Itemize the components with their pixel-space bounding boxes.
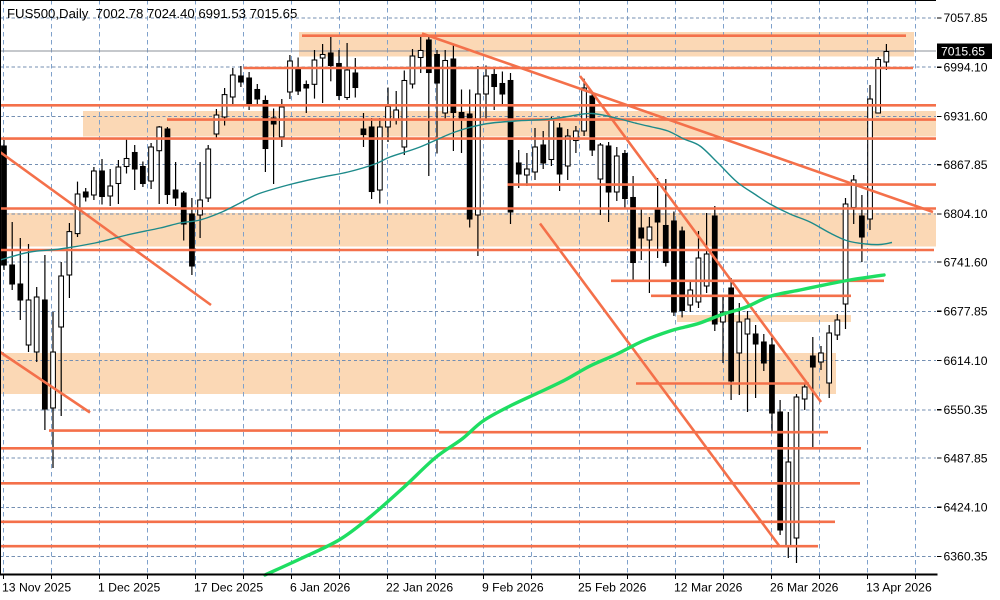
svg-text:6550.35: 6550.35: [944, 403, 988, 417]
svg-text:6614.10: 6614.10: [944, 354, 988, 368]
svg-text:13 Nov 2025: 13 Nov 2025: [2, 581, 71, 595]
svg-text:26 Mar 2026: 26 Mar 2026: [770, 581, 839, 595]
svg-text:FUS500,Daily 7002.78 7024.40: FUS500,Daily 7002.78 7024.40 6991.53 701…: [7, 6, 297, 21]
svg-text:1 Dec 2025: 1 Dec 2025: [98, 581, 161, 595]
svg-text:6741.60: 6741.60: [944, 255, 988, 269]
svg-text:25 Feb 2026: 25 Feb 2026: [578, 581, 647, 595]
svg-text:13 Apr 2026: 13 Apr 2026: [866, 581, 932, 595]
svg-text:6867.85: 6867.85: [944, 158, 988, 172]
svg-text:12 Mar 2026: 12 Mar 2026: [674, 581, 743, 595]
svg-text:6 Jan 2026: 6 Jan 2026: [290, 581, 351, 595]
svg-text:22 Jan 2026: 22 Jan 2026: [386, 581, 453, 595]
svg-text:6677.85: 6677.85: [944, 305, 988, 319]
svg-text:6424.10: 6424.10: [944, 501, 988, 515]
svg-text:6804.10: 6804.10: [944, 207, 988, 221]
svg-text:7015.65: 7015.65: [941, 45, 985, 59]
svg-text:7057.85: 7057.85: [944, 11, 988, 25]
svg-text:6487.85: 6487.85: [944, 451, 988, 465]
svg-text:17 Dec 2025: 17 Dec 2025: [194, 581, 263, 595]
svg-text:6360.35: 6360.35: [944, 550, 988, 564]
svg-text:9 Feb 2026: 9 Feb 2026: [482, 581, 544, 595]
svg-text:6931.60: 6931.60: [944, 110, 988, 124]
svg-text:6994.10: 6994.10: [944, 60, 988, 74]
